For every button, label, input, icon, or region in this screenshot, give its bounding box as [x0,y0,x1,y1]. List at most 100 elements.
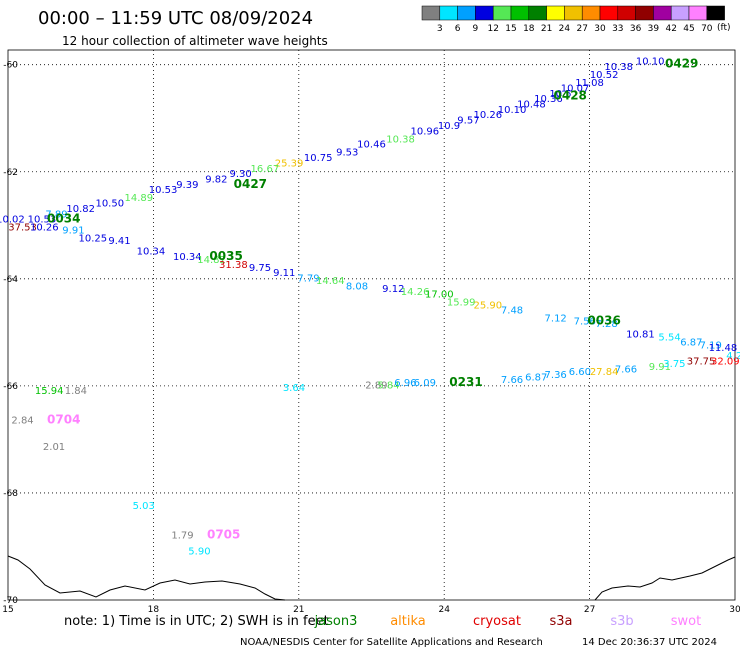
satellite-legend-cryosat: cryosat [473,614,521,629]
colorbar-swatch [439,5,458,21]
axis-ticks: 15 18 21 24 27 30 -60 -62 -64 -66 -68 -70 [2,61,740,615]
wave-height-label: 16.67 [251,164,280,175]
wave-height-label: 9.12 [382,284,404,295]
wave-height-label: 9.39 [176,180,198,191]
wave-height-label: 10.50 [95,199,124,210]
wave-height-label: 7.79 [297,274,319,285]
colorbar-label: 33 [612,24,623,34]
wave-height-label: 10.10 [636,57,665,68]
colorbar-label: 70 [701,24,713,34]
wave-height-label: 1.79 [171,530,193,541]
wave-height-label: 11.48 [709,343,738,354]
wave-height-label: 5.84 [377,381,399,392]
colorbar-swatch [564,5,583,21]
wave-height-label: 10.34 [173,252,202,263]
wave-height-label: 9.82 [205,174,227,185]
pass-number-label: 0231 [449,375,482,389]
wave-height-label: 7.12 [545,314,567,325]
wave-height-label: 10.10 [498,105,527,116]
y-tick-label: -64 [3,275,18,285]
wave-height-points: 10.1010.3810.5211.0810.0710.510.3610.481… [0,57,740,558]
pass-labels: 0429 0428 0427 0034 0035 0036 0231 0704 0705 [47,56,698,541]
wave-height-label: 10.48 [517,100,546,111]
x-tick-label: 27 [584,605,595,615]
x-tick-label: 24 [438,605,450,615]
wave-height-label: 6.60 [569,367,591,378]
y-tick-label: -66 [3,382,18,392]
wave-height-label: 14.26 [401,287,430,298]
wave-height-label: 10.38 [386,134,415,145]
y-tick-label: -62 [3,168,18,178]
colorbar-label: 39 [648,24,660,34]
wave-height-label: 10.9 [438,121,460,132]
wave-height-label: 10.53 [149,185,178,196]
pass-number-label: 0705 [207,527,240,541]
wave-height-label: 6.09 [414,378,436,389]
pass-number-label: 0704 [47,412,80,426]
wave-height-label: 14.64 [316,276,345,287]
wave-height-label: 9.75 [249,263,271,274]
colorbar-label: 18 [523,24,535,34]
colorbar-swatch [457,5,476,21]
plot-grid [8,50,735,600]
pass-number-label: 0427 [234,177,267,191]
colorbar-swatch [635,5,654,21]
colorbar-label: 42 [665,24,676,34]
pass-number-label: 0429 [665,56,698,70]
wave-height-label: 10.26 [30,223,59,234]
colorbar-label: 36 [630,24,642,34]
y-tick-label: -70 [3,596,18,606]
page-subtitle: 12 hour collection of altimeter wave hei… [62,34,328,48]
colorbar-swatch [581,5,601,21]
page-title: 00:00 – 11:59 UTC 08/09/2024 [38,8,313,29]
wave-height-label: 10.52 [590,70,619,81]
wave-height-label: 5.90 [188,547,210,558]
y-tick-label: -68 [3,489,18,499]
wave-height-label: 25.39 [275,158,304,169]
colorbar-label: 15 [505,24,516,34]
colorbar-label: 27 [576,24,587,34]
wave-height-label: 32.09 [711,356,740,367]
x-tick-label: 21 [293,605,304,615]
wave-height-label: 8.08 [346,282,368,293]
satellite-legend-s3a: s3a [549,614,572,629]
satellite-legend-s3b: s3b [610,614,633,629]
wave-height-label: 10.5 [549,89,571,100]
colorbar-swatch [653,5,672,21]
wave-height-label: 27.84 [590,367,619,378]
wave-height-label: 25.90 [473,300,502,311]
satellite-legend-swot: swot [671,614,701,629]
wave-height-label: 10.07 [561,83,590,94]
wave-height-label: 15.94 [35,386,64,397]
wave-height-label: 37.75 [687,356,716,367]
colorbar-swatch [528,5,547,21]
wave-height-label: 31.38 [219,260,248,271]
wave-height-label: 6.87 [680,338,702,349]
pass-number-label: 0035 [209,249,242,263]
pass-number-label: 0428 [554,89,587,103]
wave-height-label: 5.54 [658,332,680,343]
wave-height-label: 7.66 [501,375,523,386]
wave-height-label: 9.53 [336,148,358,159]
wave-height-label: 7.36 [545,370,567,381]
colorbar-swatch [421,5,441,21]
colorbar-unit: (ft) [717,23,731,33]
y-tick-label: -60 [3,61,18,71]
wave-height-label: 3.64 [283,383,305,394]
wave-height-label: 7.89 [45,209,67,220]
wave-height-label: 9.30 [230,169,252,180]
wave-height-label: 7.19 [700,340,722,351]
wave-height-label: 6.96 [394,378,416,389]
wave-height-label: 11.08 [575,78,604,89]
x-tick-label: 18 [148,605,160,615]
wave-height-label: 10.46 [357,140,386,151]
wave-height-label: 7.66 [615,365,637,376]
colorbar-label: 30 [594,24,606,34]
wave-height-label: 2.84 [11,415,33,426]
colorbar-swatch [510,5,530,21]
colorbar-swatch [599,5,619,21]
wave-height-label: 10.36 [534,94,563,105]
satellite-legend-altika: altika [390,614,426,629]
wave-height-label: 2.89 [365,381,387,392]
